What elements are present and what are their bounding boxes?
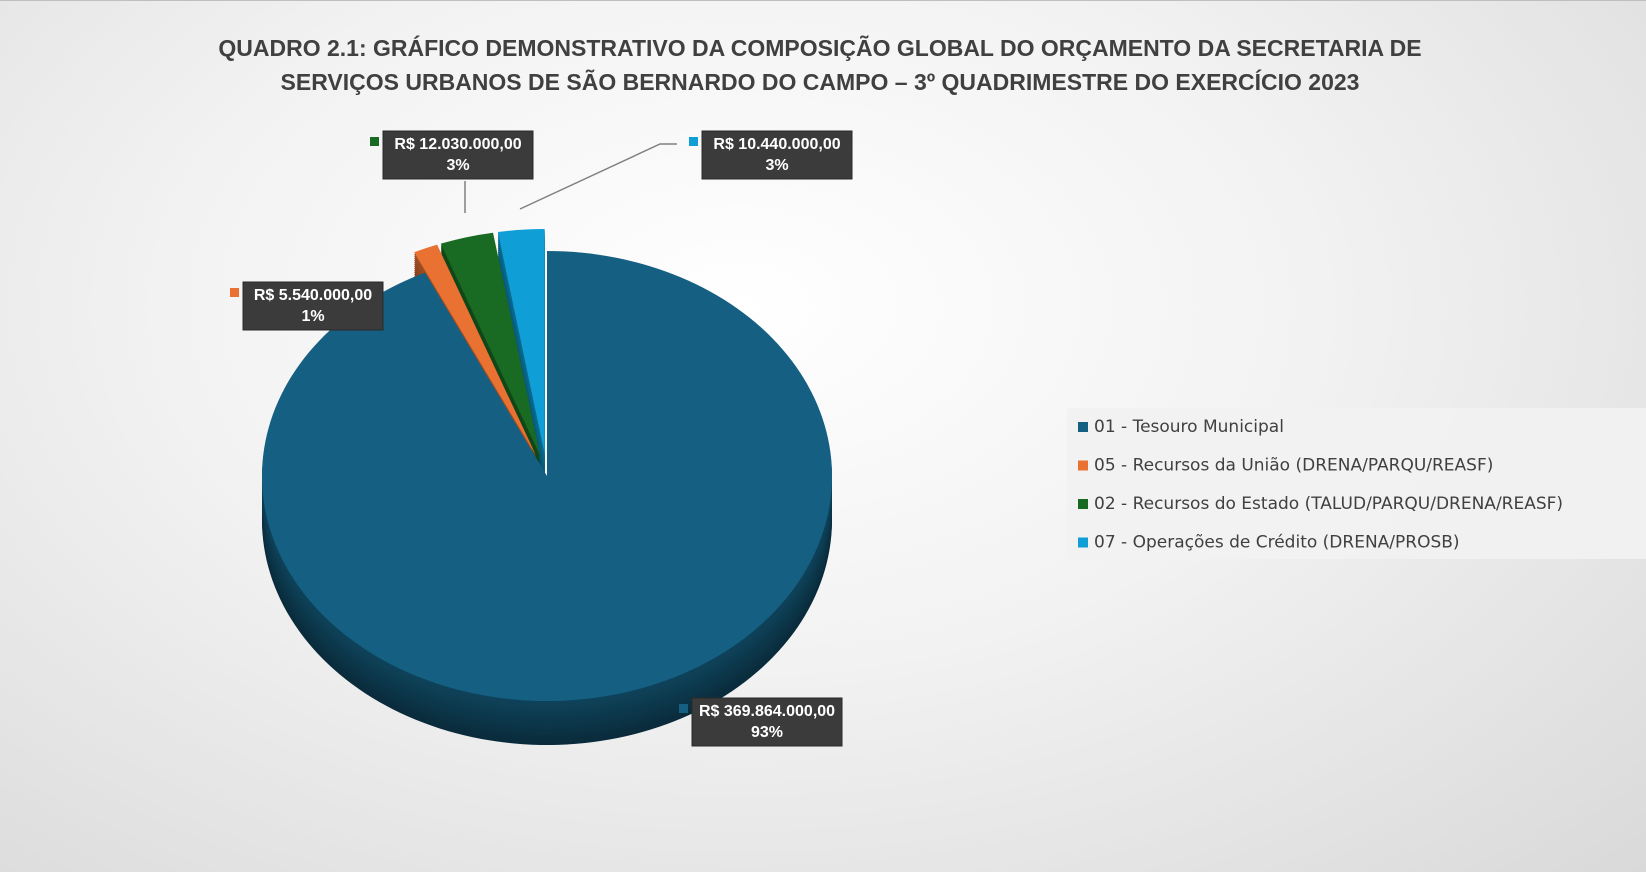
data-label: R$ 10.440.000,00 [713,136,840,153]
legend-label: 01 - Tesouro Municipal [1094,417,1284,437]
data-label: R$ 369.864.000,00 [699,703,835,720]
label-box [242,281,384,331]
slice [497,228,545,454]
legend-key [1078,422,1088,432]
percent-label: 3% [765,157,788,174]
percent-label: 93% [751,724,783,741]
percent-label: 3% [446,157,469,174]
legend-label: 02 - Recursos do Estado (TALUD/PARQU/DRE… [1094,494,1563,514]
slice [261,251,832,701]
label-key [370,137,379,146]
data-label: R$ 12.030.000,00 [394,136,521,153]
legend-label: 07 - Operações de Crédito (DRENA/PROSB) [1094,533,1460,553]
legend-key [1078,499,1088,509]
label-key [689,137,698,146]
label-key [230,288,239,297]
label-key [679,704,688,713]
slice [440,232,540,455]
leader-line [519,143,677,210]
legend-key [1078,537,1088,548]
label-box [701,130,853,180]
label-box [382,130,534,180]
chart-title: QUADRO 2.1: GRÁFICO DEMONSTRATIVO DA COM… [218,35,1422,95]
legend-label: 05 - Recursos da União (DRENA/PARQU/REAS… [1094,456,1493,476]
slice [414,244,537,456]
label-box [691,697,843,747]
data-label: R$ 5.540.000,00 [254,287,372,304]
percent-label: 1% [301,308,324,325]
legend-box [1067,408,1646,559]
legend-key [1078,460,1088,471]
